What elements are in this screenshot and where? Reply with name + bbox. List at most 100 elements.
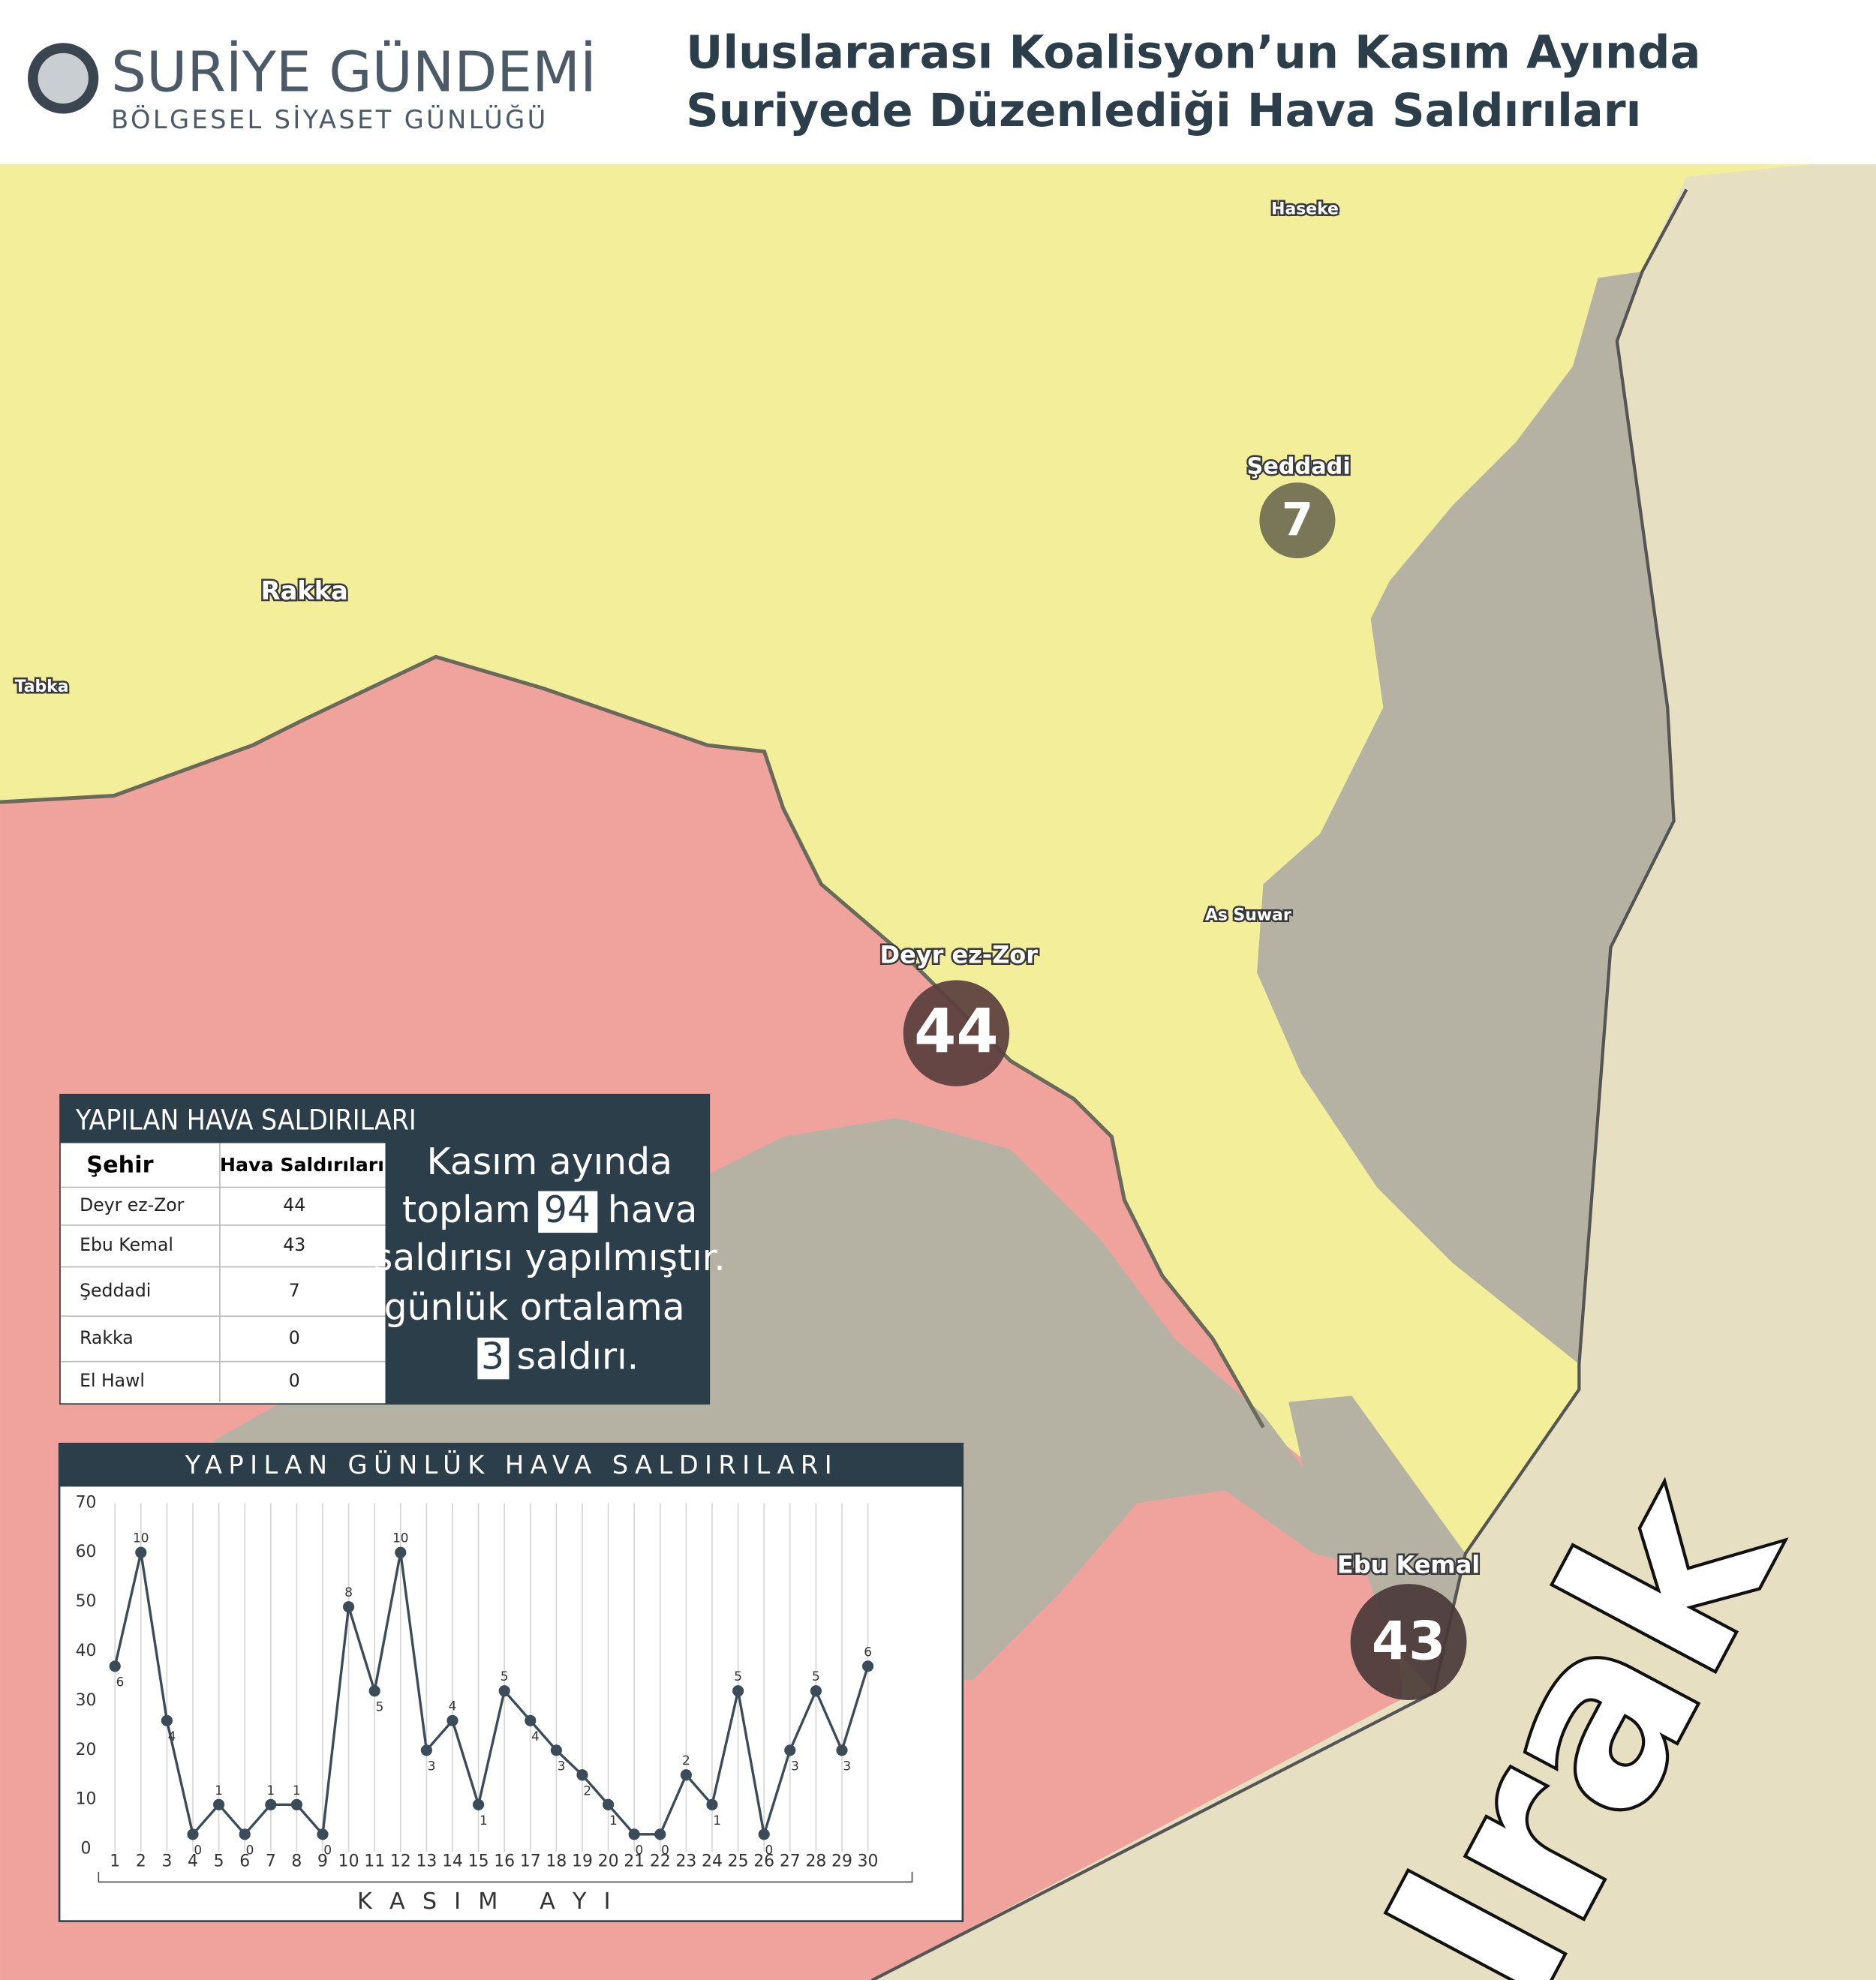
y-tick-label: 0 — [81, 1840, 92, 1858]
point-label: 0 — [246, 1843, 254, 1858]
x-tick-label: 16 — [494, 1852, 515, 1870]
point-label: 1 — [609, 1813, 618, 1828]
point-label: 5 — [376, 1699, 384, 1714]
x-tick-label: 30 — [858, 1852, 879, 1870]
data-point — [525, 1714, 537, 1726]
data-point — [239, 1828, 251, 1840]
map-area-iraq — [872, 158, 1876, 1980]
x-tick-label: 25 — [728, 1852, 749, 1870]
point-label: 0 — [323, 1843, 332, 1858]
y-tick-label: 50 — [76, 1592, 97, 1611]
x-tick-label: 12 — [390, 1852, 411, 1870]
place-label: As Suwar — [1205, 906, 1291, 925]
data-point — [420, 1744, 432, 1756]
table-cell: 44 — [283, 1194, 305, 1215]
data-point — [861, 1660, 874, 1672]
point-label: 8 — [344, 1585, 353, 1600]
highlight-box — [477, 1337, 510, 1380]
border-line — [870, 188, 1688, 1980]
table-cell: El Hawl — [80, 1370, 145, 1391]
x-tick-label: 23 — [675, 1852, 696, 1870]
point-label: 10 — [133, 1531, 149, 1546]
header-band — [0, 0, 1876, 164]
x-tick-label: 4 — [188, 1852, 198, 1870]
x-tick-label: 3 — [161, 1852, 172, 1870]
table-header: Hava Saldırıları — [220, 1154, 384, 1176]
y-tick-label: 20 — [76, 1741, 97, 1759]
front-line — [0, 654, 1265, 1429]
point-label: 3 — [791, 1759, 799, 1774]
place-label: Tabka — [15, 678, 69, 696]
point-label: 10 — [392, 1531, 408, 1546]
x-tick-label: 24 — [702, 1852, 723, 1870]
point-label: 3 — [843, 1759, 851, 1774]
y-tick-label: 10 — [76, 1790, 97, 1809]
x-tick-label: 18 — [546, 1852, 567, 1870]
marker-label: Deyr ez-Zor — [880, 940, 1039, 969]
x-tick-label: 26 — [753, 1852, 774, 1870]
x-tick-label: 13 — [416, 1852, 437, 1870]
x-tick-label: 17 — [520, 1852, 541, 1870]
point-label: 1 — [480, 1813, 488, 1828]
summary-text: toplam — [402, 1188, 531, 1231]
point-label: 0 — [765, 1843, 774, 1858]
map-area-gray-east — [1257, 271, 1674, 1365]
data-point — [498, 1685, 510, 1697]
data-point — [213, 1798, 225, 1810]
x-tick-label: 19 — [572, 1852, 593, 1870]
summary: Kasım ayında toplam 94 hava saldırısı yapılm… — [374, 1140, 726, 1380]
marker-value: 44 — [914, 996, 998, 1067]
table-body — [60, 1143, 386, 1404]
logo-title: SURİYE GÜNDEMİ — [111, 40, 597, 105]
marker — [1350, 1584, 1467, 1700]
place-label: Rakka — [261, 576, 348, 605]
point-label: 0 — [194, 1843, 202, 1858]
point-label: 4 — [449, 1699, 457, 1714]
summary-text: günlük ortalama — [384, 1286, 685, 1329]
data-point — [395, 1546, 407, 1558]
data-point — [368, 1685, 380, 1697]
point-label: 3 — [428, 1759, 436, 1774]
y-tick-label: 70 — [76, 1493, 97, 1512]
y-tick-label: 60 — [76, 1543, 97, 1561]
data-point — [680, 1769, 692, 1781]
point-label: 3 — [558, 1759, 566, 1774]
point-label: 1 — [266, 1783, 275, 1798]
data-point — [732, 1685, 744, 1697]
marker — [903, 980, 1010, 1086]
table-cell: 7 — [289, 1280, 300, 1301]
data-line — [113, 1552, 870, 1837]
x-tick-label: 21 — [624, 1852, 645, 1870]
x-tick-label: 7 — [266, 1852, 276, 1870]
data-point — [317, 1828, 329, 1840]
x-tick-label: 22 — [650, 1852, 671, 1870]
data-point — [343, 1601, 355, 1613]
x-tick-label: 1 — [110, 1852, 120, 1870]
point-label: 2 — [682, 1753, 690, 1768]
table-cell: 43 — [283, 1234, 305, 1255]
point-label: 5 — [501, 1669, 509, 1684]
marker-value: 7 — [1282, 494, 1313, 547]
x-tick-label: 10 — [338, 1852, 359, 1870]
x-tick-label: 11 — [364, 1852, 385, 1870]
x-axis-label: K A S I M A Y I — [357, 1888, 615, 1915]
table-cell: 0 — [289, 1327, 300, 1348]
x-tick-label: 2 — [136, 1852, 146, 1870]
point-label: 5 — [734, 1669, 742, 1684]
table-cell: Deyr ez-Zor — [80, 1194, 185, 1215]
x-tick-label: 20 — [598, 1852, 619, 1870]
data-point — [187, 1828, 199, 1840]
x-tick-label: 15 — [468, 1852, 489, 1870]
point-label: 1 — [293, 1783, 301, 1798]
table-cell: Rakka — [80, 1327, 134, 1348]
logo-icon-inner — [38, 53, 89, 104]
table-title: YAPILAN HAVA SALDIRILARI — [75, 1104, 416, 1136]
marker-label: Şeddadi — [1246, 453, 1350, 479]
x-tick-label: 6 — [239, 1852, 250, 1870]
data-point — [109, 1660, 121, 1672]
point-label: 5 — [812, 1669, 820, 1684]
data-point — [473, 1798, 485, 1810]
point-label: 4 — [531, 1729, 540, 1744]
data-point — [265, 1798, 277, 1810]
summary-text: saldırı. — [517, 1335, 639, 1378]
